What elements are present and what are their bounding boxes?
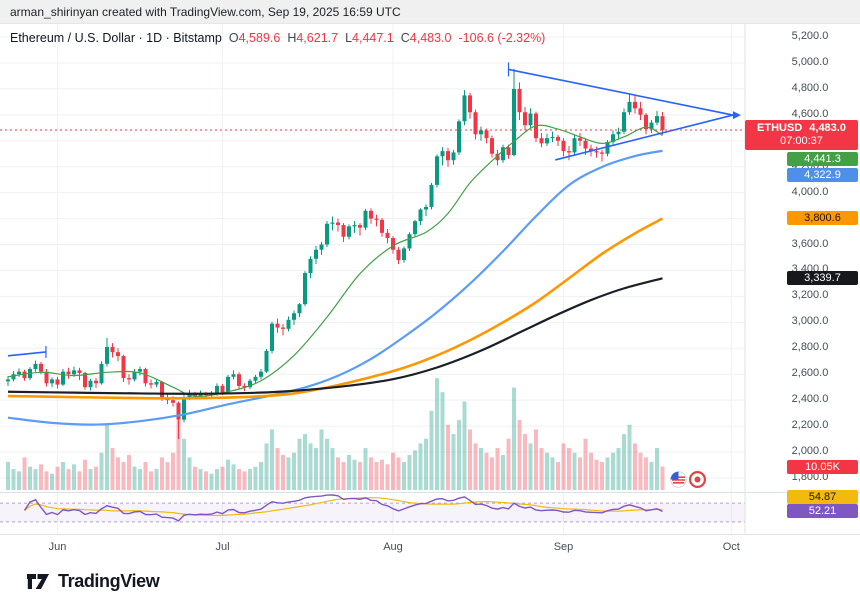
ma-long-line [7,277,663,395]
candles-layer [6,68,665,440]
symbol-title: Ethereum / U.S. Dollar · 1D · Bitstamp [10,31,222,45]
price-axis-label: 2,600.0 [791,367,829,380]
tradingview-logo-icon [27,574,49,589]
price-axis-label: 2,800.0 [791,341,829,354]
price-axis-label: 2,400.0 [791,393,829,406]
price-axis-label: 4,600.0 [791,107,829,120]
ohlc-high-label: H [287,31,297,45]
rsi-line [23,494,663,522]
ohlc-low-label: L [345,31,353,45]
symbol-badge-countdown: 07:00:37 [780,135,823,147]
tradingview-wordmark: TradingView [58,570,160,591]
ma-fast-line [7,124,663,398]
trendlines-layer [7,62,741,358]
ohlc-change: -106.6 (-2.32%) [458,31,546,45]
ohlc-open-value: 4,589.6 [238,31,281,45]
left-segment [7,351,47,357]
ohlc-open-label: O [228,31,239,45]
price-axis-label: 3,600.0 [791,237,829,250]
time-axis-label: Jun [48,541,67,553]
ma-mid-badge: 4,322.9 [787,168,858,182]
trendline-arrow [732,111,741,120]
attribution-text: arman_shirinyan created with TradingView… [10,4,401,19]
price-axis-label: 4,000.0 [791,185,829,198]
price-axis-label: 2,200.0 [791,419,829,432]
symbol-badge-price: 4,483.0 [809,122,846,134]
ma-fast-badge: 4,441.3 [787,152,858,166]
time-axis-label: Sep [553,541,574,553]
rsi-ma-badge: 54.87 [787,490,858,504]
volume-layer [6,378,665,490]
ohlc-low-value: 4,447.1 [352,31,394,45]
triangle-upper [508,68,734,116]
flag-sticker-icon [670,471,687,488]
price-axis-label: 5,000.0 [791,55,829,68]
footer-branding[interactable]: TradingView [26,569,160,593]
triangle-lower [555,114,734,161]
price-axis-label: 1,800.0 [791,471,829,483]
ma-slow-badge: 3,800.6 [787,211,858,225]
grid-layer [0,24,745,534]
symbol-header: Ethereum / U.S. Dollar · 1D · Bitstamp O4… [10,31,545,45]
symbol-badge-ticker: ETHUSD [757,122,803,134]
volume-badge: 10.05K [787,460,858,474]
ohlc-high-value: 4,621.7 [296,31,339,45]
ma-mid-line [7,149,663,426]
price-axis-label: 3,200.0 [791,289,829,302]
moving-averages-layer [7,124,664,426]
ma-long-badge: 3,339.7 [787,271,858,285]
attribution-bar: arman_shirinyan created with TradingView… [0,0,860,24]
ohlc-close-label: C [400,31,410,45]
price-axis-label: 3,000.0 [791,315,829,328]
price-axis-label: 5,200.0 [791,30,829,42]
round-sticker-icon [689,471,706,488]
ma-slow-line [7,217,664,400]
time-axis-label: Jul [215,541,230,553]
time-axis-label: Aug [383,541,403,553]
ohlc-close-value: 4,483.0 [409,31,452,45]
rsi-layer [23,494,663,522]
rsi-badge: 52.21 [787,504,858,518]
price-axis-symbol-badge: ETHUSD 4,483.0 07:00:37 [745,120,858,150]
separators-layer [0,24,860,535]
price-axis-label: 4,800.0 [791,81,829,94]
price-axis-label: 2,000.0 [791,445,829,458]
time-axis-label: Oct [722,541,740,553]
